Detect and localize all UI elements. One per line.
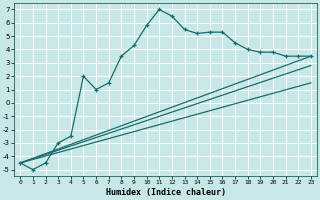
X-axis label: Humidex (Indice chaleur): Humidex (Indice chaleur) (106, 188, 226, 197)
